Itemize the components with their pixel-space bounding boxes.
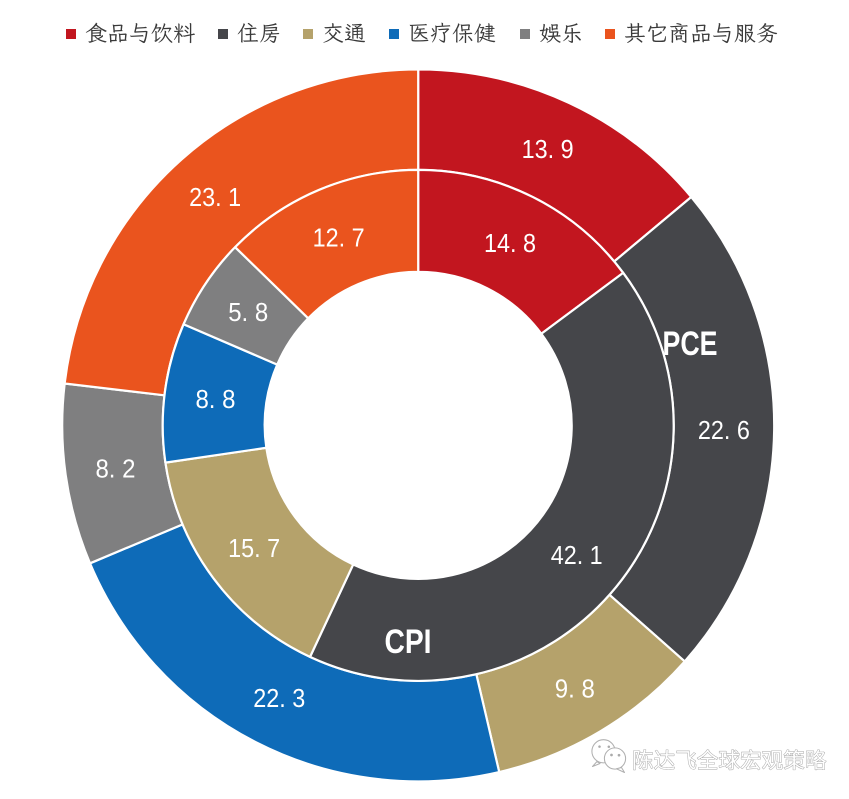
svg-text:15. 7: 15. 7 xyxy=(228,533,280,563)
svg-text:5. 8: 5. 8 xyxy=(228,297,268,327)
svg-text:22. 6: 22. 6 xyxy=(698,415,750,445)
svg-text:CPI: CPI xyxy=(385,623,432,661)
svg-text:8. 2: 8. 2 xyxy=(95,453,135,483)
svg-text:12. 7: 12. 7 xyxy=(313,222,365,252)
svg-text:8. 8: 8. 8 xyxy=(195,384,235,414)
svg-text:13. 9: 13. 9 xyxy=(522,134,574,164)
svg-text:14. 8: 14. 8 xyxy=(484,228,536,258)
svg-text:9. 8: 9. 8 xyxy=(555,673,595,703)
svg-text:23. 1: 23. 1 xyxy=(189,182,241,212)
svg-text:22. 3: 22. 3 xyxy=(253,683,305,713)
svg-text:42. 1: 42. 1 xyxy=(551,540,603,570)
svg-text:PCE: PCE xyxy=(663,325,718,363)
